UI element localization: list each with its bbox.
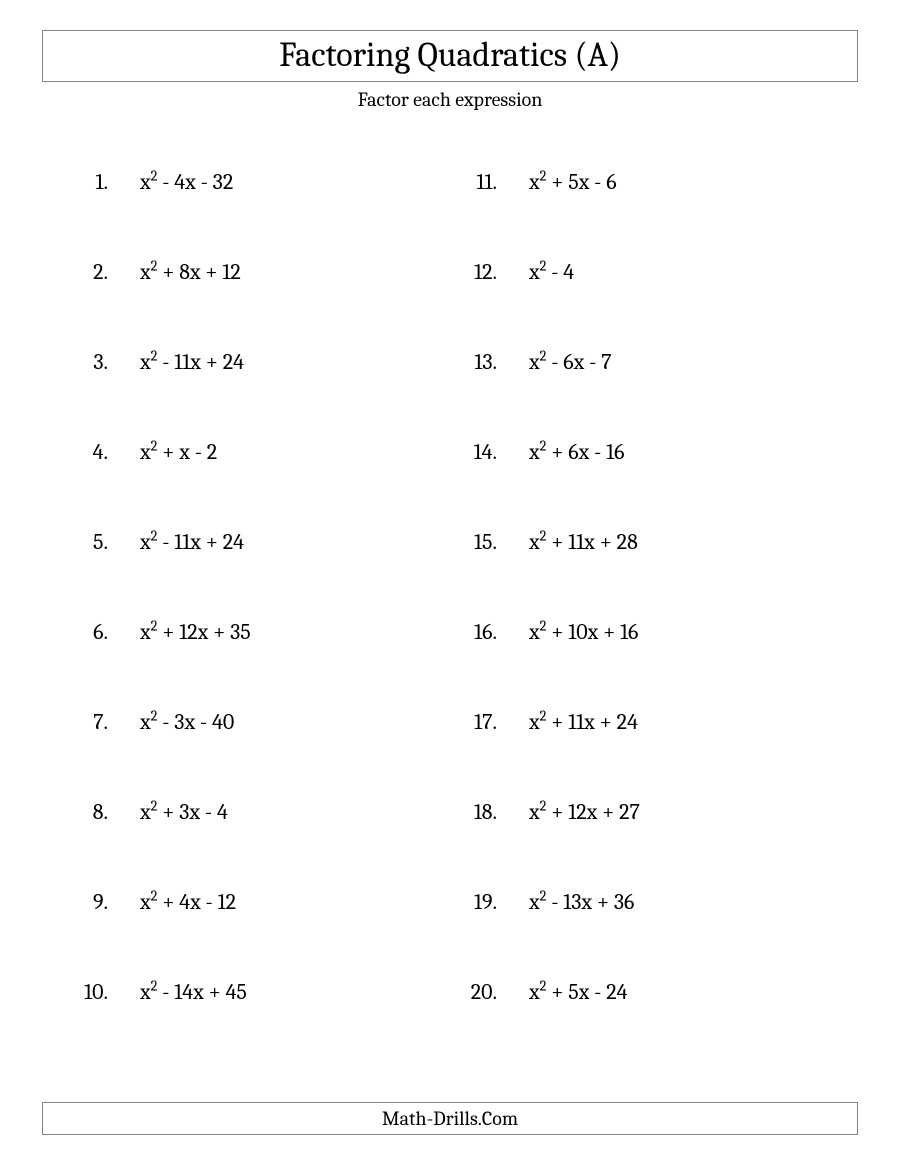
problems-container: 1. x2 - 4x - 32 2. x2 + 8x + 12 3. x2 - … (42, 169, 858, 1069)
problem-expression: x2 + 3x - 4 (140, 799, 228, 825)
problem-number: 14. (469, 439, 529, 465)
problem-item: 16. x2 + 10x + 16 (469, 619, 858, 645)
problem-number: 17. (469, 709, 529, 735)
problem-expression: x2 + 10x + 16 (529, 619, 638, 645)
problem-item: 2. x2 + 8x + 12 (80, 259, 469, 285)
page-subtitle: Factor each expression (42, 88, 858, 111)
problem-number: 15. (469, 529, 529, 555)
problem-number: 12. (469, 259, 529, 285)
problem-expression: x2 - 3x - 40 (140, 709, 234, 735)
problem-number: 18. (469, 799, 529, 825)
problem-number: 1. (80, 169, 140, 195)
problem-item: 8. x2 + 3x - 4 (80, 799, 469, 825)
problem-expression: x2 + 12x + 35 (140, 619, 251, 645)
problem-expression: x2 + 5x - 24 (529, 979, 627, 1005)
problem-item: 13. x2 - 6x - 7 (469, 349, 858, 375)
footer-box: Math-Drills.Com (42, 1102, 858, 1135)
problem-expression: x2 + 6x - 16 (529, 439, 624, 465)
problem-number: 19. (469, 889, 529, 915)
problem-expression: x2 - 11x + 24 (140, 349, 244, 375)
problem-item: 17. x2 + 11x + 24 (469, 709, 858, 735)
problem-item: 12. x2 - 4 (469, 259, 858, 285)
problem-number: 11. (469, 169, 529, 195)
problem-expression: x2 - 4 (529, 259, 574, 285)
problem-number: 3. (80, 349, 140, 375)
problem-item: 1. x2 - 4x - 32 (80, 169, 469, 195)
problem-expression: x2 - 11x + 24 (140, 529, 244, 555)
problem-item: 10. x2 - 14x + 45 (80, 979, 469, 1005)
problem-expression: x2 + 4x - 12 (140, 889, 236, 915)
problem-item: 20. x2 + 5x - 24 (469, 979, 858, 1005)
problem-expression: x2 + 11x + 28 (529, 529, 638, 555)
problem-number: 6. (80, 619, 140, 645)
problem-item: 9. x2 + 4x - 12 (80, 889, 469, 915)
problem-item: 5. x2 - 11x + 24 (80, 529, 469, 555)
problem-expression: x2 - 14x + 45 (140, 979, 247, 1005)
problem-item: 7. x2 - 3x - 40 (80, 709, 469, 735)
problem-expression: x2 + 5x - 6 (529, 169, 617, 195)
problem-expression: x2 - 4x - 32 (140, 169, 233, 195)
problem-number: 9. (80, 889, 140, 915)
right-column: 11. x2 + 5x - 6 12. x2 - 4 13. x2 - 6x -… (469, 169, 858, 1069)
problem-item: 6. x2 + 12x + 35 (80, 619, 469, 645)
page-title: Factoring Quadratics (A) (43, 35, 857, 75)
problem-expression: x2 + x - 2 (140, 439, 217, 465)
problem-number: 16. (469, 619, 529, 645)
left-column: 1. x2 - 4x - 32 2. x2 + 8x + 12 3. x2 - … (80, 169, 469, 1069)
footer-text: Math-Drills.Com (382, 1107, 518, 1130)
title-box: Factoring Quadratics (A) (42, 30, 858, 82)
problem-item: 4. x2 + x - 2 (80, 439, 469, 465)
problem-expression: x2 + 8x + 12 (140, 259, 241, 285)
problem-expression: x2 - 13x + 36 (529, 889, 634, 915)
problem-number: 8. (80, 799, 140, 825)
problem-item: 15. x2 + 11x + 28 (469, 529, 858, 555)
problem-number: 5. (80, 529, 140, 555)
problem-item: 14. x2 + 6x - 16 (469, 439, 858, 465)
problem-expression: x2 + 12x + 27 (529, 799, 640, 825)
problem-number: 20. (469, 979, 529, 1005)
problem-expression: x2 + 11x + 24 (529, 709, 638, 735)
problem-number: 2. (80, 259, 140, 285)
problem-item: 3. x2 - 11x + 24 (80, 349, 469, 375)
problem-expression: x2 - 6x - 7 (529, 349, 612, 375)
problem-number: 10. (80, 979, 140, 1005)
problem-number: 13. (469, 349, 529, 375)
problem-item: 19. x2 - 13x + 36 (469, 889, 858, 915)
problem-item: 18. x2 + 12x + 27 (469, 799, 858, 825)
problem-item: 11. x2 + 5x - 6 (469, 169, 858, 195)
problem-number: 7. (80, 709, 140, 735)
problem-number: 4. (80, 439, 140, 465)
